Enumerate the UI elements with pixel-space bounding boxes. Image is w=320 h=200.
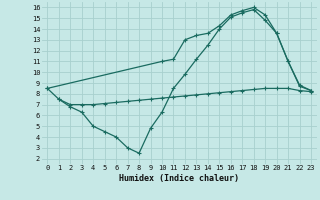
X-axis label: Humidex (Indice chaleur): Humidex (Indice chaleur)	[119, 174, 239, 183]
